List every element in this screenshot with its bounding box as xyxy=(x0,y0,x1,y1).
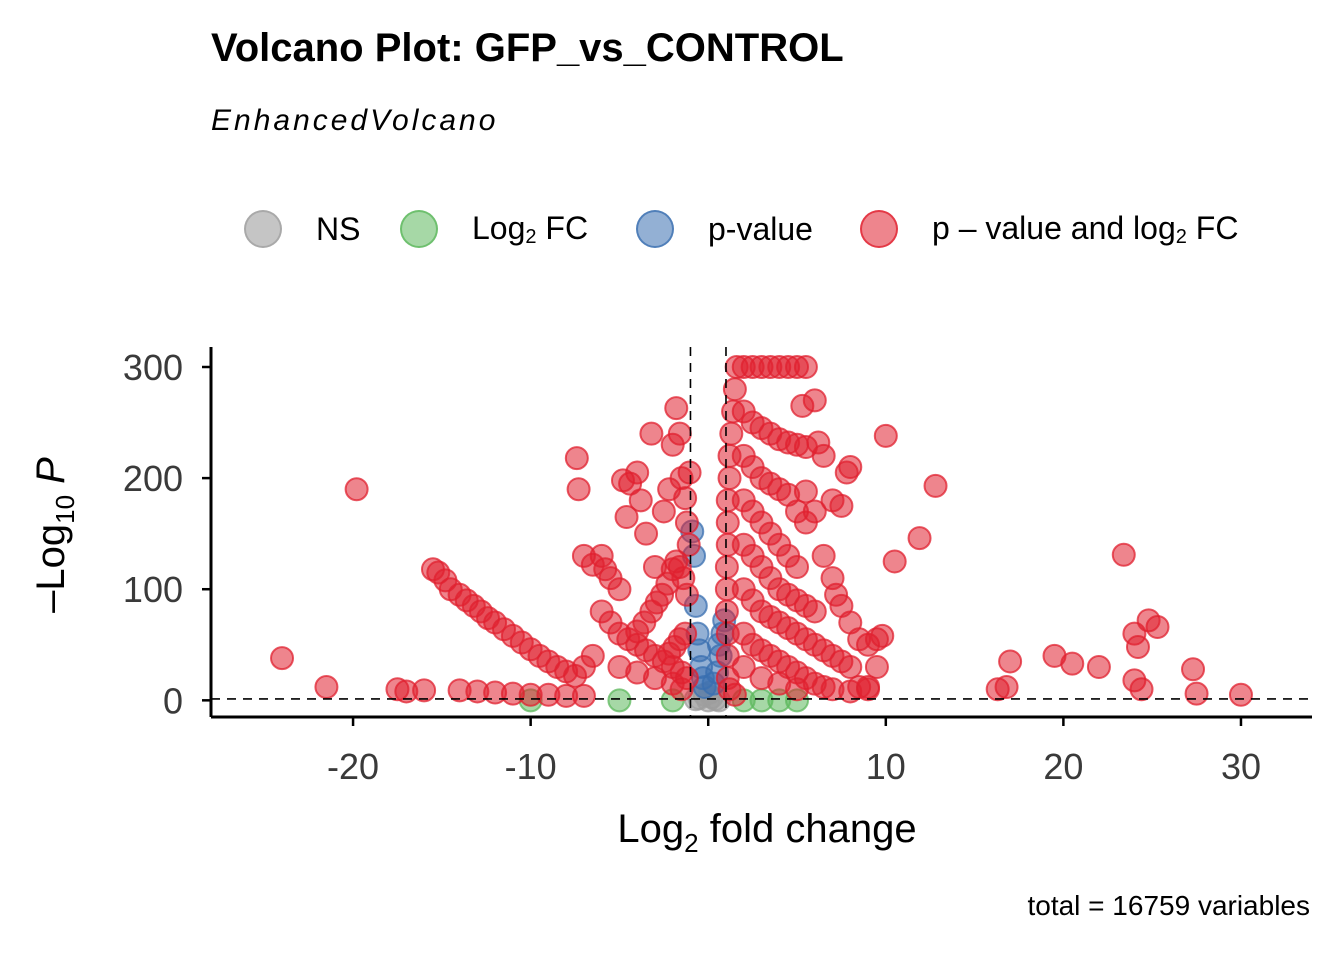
y-tick-label-0: 0 xyxy=(163,680,183,721)
y-tick-label-2: 200 xyxy=(123,458,183,499)
legend-label-ns: NS xyxy=(316,210,361,247)
point-3-147 xyxy=(802,599,827,624)
chart-title: Volcano Plot: GFP_vs_CONTROL xyxy=(211,26,844,70)
point-3-71 xyxy=(571,655,596,679)
point-3-177 xyxy=(785,677,810,702)
y-tick-label-1: 100 xyxy=(123,569,183,610)
point-3-197 xyxy=(870,623,895,648)
point-3-199 xyxy=(882,549,907,574)
point-3-5 xyxy=(412,678,437,703)
point-3-46 xyxy=(634,521,659,546)
point-3-186 xyxy=(838,455,863,479)
point-3-213 xyxy=(1125,635,1150,659)
point-3-206 xyxy=(994,675,1019,699)
point-3-32 xyxy=(571,683,596,708)
legend-item-pvalue: p-value xyxy=(636,204,813,254)
point-3-198 xyxy=(873,423,898,448)
point-3-76 xyxy=(669,677,694,702)
point-3-201 xyxy=(923,473,948,498)
point-3-0 xyxy=(270,646,295,671)
point-3-53 xyxy=(667,421,692,446)
chart-subtitle: EnhancedVolcano xyxy=(211,104,499,137)
y-axis-title: –Log10 P xyxy=(29,457,80,613)
point-3-174 xyxy=(731,655,756,679)
point-3-103 xyxy=(719,421,744,446)
legend-key-pvalue xyxy=(636,210,674,248)
point-3-34 xyxy=(566,477,591,502)
legend-item-log2fc: Log2 FC xyxy=(400,204,588,254)
legend-label-log2fc: Log2 FC xyxy=(472,209,589,248)
point-3-184 xyxy=(829,493,854,518)
series-3 xyxy=(270,355,1253,708)
point-1-1 xyxy=(607,688,632,713)
legend-label-pvalue: p-value xyxy=(708,210,813,247)
point-3-202 xyxy=(864,655,889,679)
x-tick-label-0: -20 xyxy=(327,746,379,787)
x-tick-label-5: 30 xyxy=(1221,746,1261,787)
point-3-58 xyxy=(677,460,702,485)
legend-label-pvalue-and-log2fc: p – value and log2 FC xyxy=(932,209,1239,248)
point-3-178 xyxy=(722,682,747,707)
point-3-47 xyxy=(639,421,664,446)
legend-item-ns: NS xyxy=(244,204,360,254)
point-3-52 xyxy=(664,396,689,421)
point-3-49 xyxy=(651,499,676,524)
point-3-138 xyxy=(785,555,810,579)
point-3-211 xyxy=(1111,542,1136,567)
legend-key-pvalue-and-log2fc xyxy=(860,210,898,248)
point-3-207 xyxy=(998,649,1023,674)
x-axis-title: Log2 fold change xyxy=(617,807,916,858)
point-3-45 xyxy=(628,488,653,513)
point-3-1 xyxy=(314,675,339,699)
legend-key-ns xyxy=(244,210,282,248)
point-3-33 xyxy=(564,446,589,471)
point-3-189 xyxy=(811,543,836,568)
point-3-91 xyxy=(657,641,682,666)
point-3-111 xyxy=(714,599,739,624)
point-3-100 xyxy=(793,355,818,379)
point-3-218 xyxy=(1181,657,1206,682)
point-3-219 xyxy=(1184,681,1209,706)
point-3-2 xyxy=(344,477,369,502)
point-3-42 xyxy=(614,505,639,529)
point-3-217 xyxy=(1129,677,1154,702)
point-3-105 xyxy=(717,466,742,491)
point-3-215 xyxy=(1145,615,1170,639)
point-3-220 xyxy=(1228,682,1253,707)
point-3-188 xyxy=(793,479,818,504)
x-tick-label-1: -10 xyxy=(505,746,557,787)
point-3-107 xyxy=(715,510,740,535)
x-tick-label-4: 20 xyxy=(1043,746,1083,787)
point-3-210 xyxy=(1086,655,1111,679)
point-3-180 xyxy=(802,388,827,413)
point-3-87 xyxy=(625,619,650,644)
point-3-209 xyxy=(1060,651,1085,676)
point-3-160 xyxy=(838,655,863,679)
point-3-200 xyxy=(907,526,932,551)
chart-caption: total = 16759 variables xyxy=(1027,890,1310,921)
x-tick-label-2: 0 xyxy=(698,746,718,787)
cutoff-lines xyxy=(211,347,1312,717)
point-3-204 xyxy=(847,675,872,699)
legend-item-pvalue-and-log2fc: p – value and log2 FC xyxy=(860,204,1238,254)
point-3-57 xyxy=(676,532,701,557)
point-3-40 xyxy=(607,577,632,602)
point-3-187 xyxy=(802,499,827,524)
point-3-101 xyxy=(722,377,747,402)
points-layer xyxy=(270,355,1253,713)
legend-key-log2fc xyxy=(400,210,438,248)
point-3-55 xyxy=(673,486,698,511)
x-tick-label-3: 10 xyxy=(866,746,906,787)
point-3-109 xyxy=(714,555,739,579)
point-3-56 xyxy=(674,510,699,535)
point-3-182 xyxy=(811,443,836,468)
y-tick-label-3: 300 xyxy=(123,347,183,388)
point-3-44 xyxy=(625,460,650,485)
